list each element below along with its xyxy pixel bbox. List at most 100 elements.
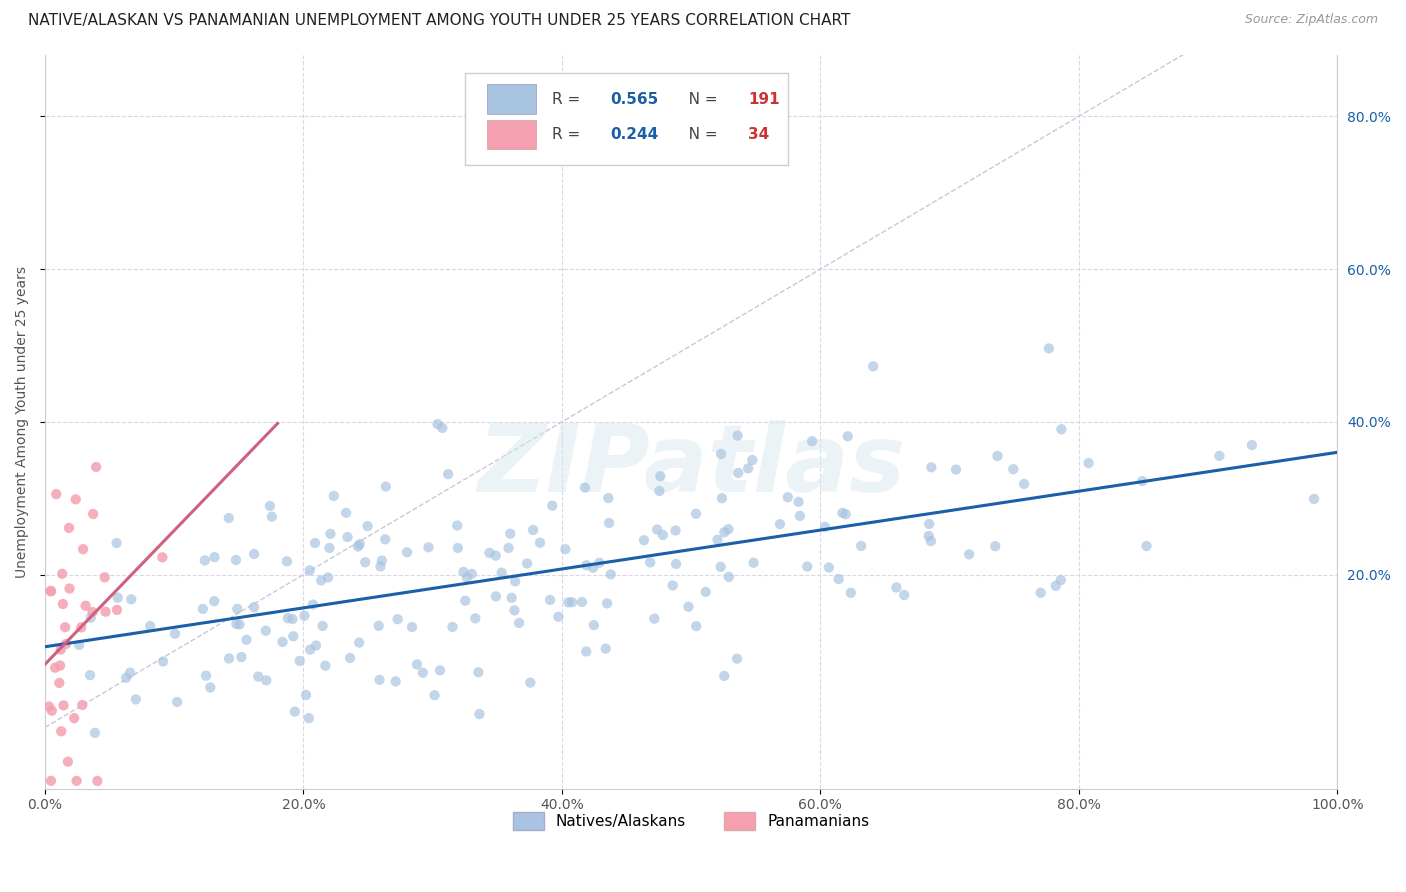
Point xyxy=(370,559,392,574)
Point xyxy=(349,537,371,551)
Point xyxy=(769,517,792,532)
Point xyxy=(254,624,277,638)
Point xyxy=(347,540,370,554)
Point xyxy=(498,541,520,555)
Point xyxy=(56,755,79,769)
Text: 34: 34 xyxy=(748,127,769,142)
Point xyxy=(522,523,544,537)
Point xyxy=(1135,539,1157,553)
Point xyxy=(65,773,87,788)
Point xyxy=(814,520,837,534)
Point xyxy=(70,620,93,634)
Point xyxy=(441,620,464,634)
Text: Source: ZipAtlas.com: Source: ZipAtlas.com xyxy=(1244,13,1378,27)
Point xyxy=(918,516,941,531)
Point xyxy=(429,663,451,677)
Point xyxy=(1303,491,1326,506)
Point xyxy=(295,688,318,702)
Point xyxy=(235,632,257,647)
Point xyxy=(93,570,115,584)
Point xyxy=(254,673,277,688)
Point xyxy=(849,539,872,553)
Point xyxy=(1012,477,1035,491)
Point xyxy=(893,588,915,602)
Point xyxy=(423,688,446,702)
Point xyxy=(664,524,686,538)
Point xyxy=(638,556,661,570)
Point xyxy=(260,509,283,524)
Point xyxy=(304,536,326,550)
Point xyxy=(574,481,596,495)
Text: 0.565: 0.565 xyxy=(610,92,658,107)
Point xyxy=(599,567,621,582)
Point xyxy=(271,635,294,649)
Point xyxy=(508,615,530,630)
Point xyxy=(80,611,103,625)
Point xyxy=(1002,462,1025,476)
Point xyxy=(204,550,226,565)
Point xyxy=(354,555,377,569)
Point xyxy=(298,711,321,725)
Point xyxy=(665,557,688,571)
Point xyxy=(776,490,799,504)
Point xyxy=(277,611,299,625)
Point xyxy=(336,530,359,544)
Point xyxy=(374,479,396,493)
Point xyxy=(1045,579,1067,593)
Point xyxy=(575,644,598,658)
Point xyxy=(827,572,849,586)
Point xyxy=(225,553,247,567)
Point xyxy=(503,603,526,617)
Point xyxy=(139,619,162,633)
Point xyxy=(72,698,94,712)
Point xyxy=(65,492,87,507)
Point xyxy=(309,574,332,588)
Point xyxy=(298,563,321,577)
Point xyxy=(839,586,862,600)
Point xyxy=(582,618,605,632)
Point xyxy=(52,597,75,611)
FancyBboxPatch shape xyxy=(465,73,789,165)
Point xyxy=(588,556,610,570)
Point xyxy=(554,542,576,557)
Point xyxy=(384,674,406,689)
Point xyxy=(52,698,75,713)
Point xyxy=(48,676,70,690)
Point xyxy=(294,608,316,623)
Point xyxy=(67,638,90,652)
Point xyxy=(347,635,370,649)
Point xyxy=(661,578,683,592)
Point xyxy=(918,529,941,543)
Point xyxy=(596,596,619,610)
Point xyxy=(51,566,73,581)
Point xyxy=(453,565,475,579)
Point xyxy=(166,695,188,709)
Point xyxy=(695,585,717,599)
Point xyxy=(986,449,1008,463)
Point xyxy=(94,605,117,619)
Point xyxy=(742,556,765,570)
Point xyxy=(105,536,128,550)
Point xyxy=(86,773,108,788)
Point xyxy=(228,617,250,632)
Point xyxy=(120,592,142,607)
Point xyxy=(191,602,214,616)
Point xyxy=(710,447,733,461)
Point xyxy=(200,681,222,695)
Point xyxy=(283,629,305,643)
FancyBboxPatch shape xyxy=(486,120,536,149)
Point xyxy=(710,491,733,506)
Y-axis label: Unemployment Among Youth under 25 years: Unemployment Among Youth under 25 years xyxy=(15,266,30,578)
Point xyxy=(1050,422,1073,436)
Point xyxy=(737,461,759,475)
Point xyxy=(406,657,429,672)
Point xyxy=(335,506,357,520)
Point xyxy=(58,521,80,535)
Point xyxy=(598,516,620,530)
Text: N =: N = xyxy=(675,127,723,142)
Point xyxy=(218,511,240,525)
Point xyxy=(454,594,477,608)
Point xyxy=(44,661,66,675)
Point xyxy=(725,651,748,665)
Point xyxy=(259,499,281,513)
